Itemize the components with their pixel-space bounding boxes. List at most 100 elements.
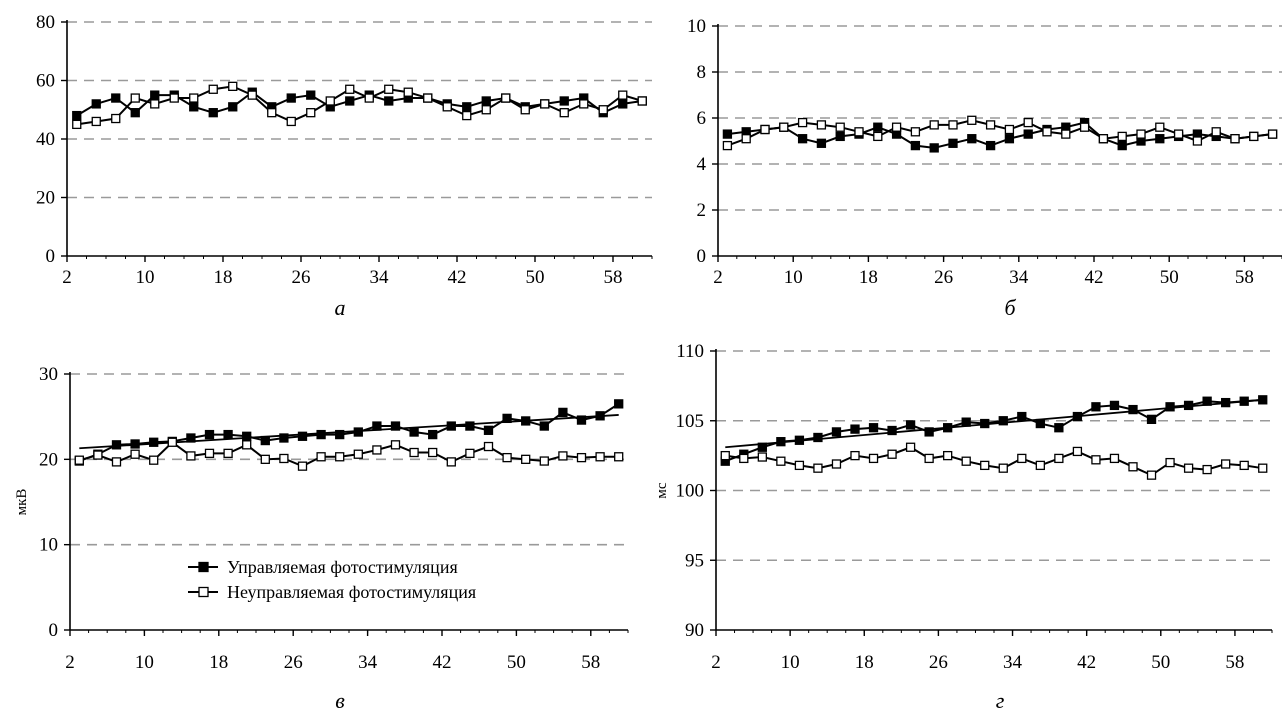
- data-point-open: [1249, 131, 1259, 142]
- data-point-filled: [372, 421, 382, 431]
- data-point-open: [614, 452, 624, 462]
- y-tick-label: 0: [46, 246, 56, 267]
- panel-label: в: [335, 688, 345, 713]
- data-point-filled: [985, 140, 996, 151]
- x-tick-label: 2: [713, 267, 723, 288]
- data-point-filled: [618, 99, 628, 109]
- data-point-open: [1109, 453, 1120, 464]
- data-point-open: [353, 449, 363, 459]
- x-tick-label: 50: [507, 652, 526, 673]
- x-tick-label: 42: [1085, 267, 1104, 288]
- data-point-open: [149, 455, 159, 465]
- y-tick-label: 80: [36, 12, 55, 33]
- y-tick-label: 110: [676, 341, 704, 362]
- data-point-filled: [757, 442, 767, 452]
- x-tick-label: 26: [284, 652, 303, 673]
- data-point-open: [1173, 129, 1184, 139]
- data-point-filled: [111, 440, 122, 450]
- data-point-filled: [204, 429, 215, 440]
- y-tick-label: 2: [697, 200, 707, 221]
- y-tick-label: 105: [676, 411, 705, 432]
- data-point-open: [929, 120, 939, 130]
- data-point-filled: [539, 421, 549, 431]
- data-point-filled: [614, 399, 624, 409]
- data-point-open: [189, 93, 199, 103]
- data-point-open: [1221, 459, 1231, 469]
- data-point-filled: [813, 432, 823, 443]
- x-tick-label: 18: [209, 652, 228, 673]
- data-point-filled: [1239, 396, 1249, 406]
- data-point-filled: [149, 437, 159, 447]
- data-point-filled: [150, 90, 160, 100]
- data-point-filled: [462, 102, 472, 112]
- data-point-open: [1183, 463, 1194, 473]
- data-point-filled: [1165, 402, 1175, 412]
- data-point-open: [520, 105, 530, 115]
- data-point-open: [279, 453, 289, 464]
- data-point-filled: [186, 433, 196, 443]
- data-point-open: [943, 450, 953, 461]
- data-point-open: [1155, 122, 1165, 132]
- data-point-filled: [72, 110, 82, 121]
- data-point-filled: [297, 431, 308, 441]
- data-point-open: [167, 437, 177, 447]
- y-tick-label: 95: [685, 550, 704, 571]
- series-line-open: [79, 440, 619, 468]
- y-tick-label: 20: [39, 449, 58, 470]
- data-point-open: [316, 452, 326, 462]
- data-point-open: [998, 463, 1008, 473]
- data-point-filled: [223, 429, 233, 440]
- data-point-filled: [130, 439, 140, 449]
- data-point-open: [1192, 136, 1203, 146]
- data-point-open: [345, 84, 355, 94]
- data-point-open: [242, 440, 252, 450]
- data-point-filled: [558, 407, 568, 418]
- data-point-filled: [483, 425, 494, 435]
- y-tick-label: 20: [36, 188, 55, 209]
- data-point-open: [598, 105, 608, 115]
- x-tick-label: 26: [929, 652, 948, 673]
- data-point-filled: [816, 138, 827, 148]
- data-point-filled: [130, 108, 140, 118]
- x-tick-label: 50: [1160, 267, 1179, 288]
- data-point-open: [924, 453, 934, 464]
- data-point-open: [891, 122, 902, 132]
- data-point-open: [1091, 455, 1101, 465]
- data-point-filled: [111, 93, 121, 103]
- x-tick-label: 26: [934, 267, 953, 288]
- data-point-filled: [345, 96, 355, 106]
- data-point-open: [462, 110, 472, 121]
- data-point-open: [1035, 460, 1045, 471]
- data-point-open: [760, 124, 770, 135]
- data-point-open: [722, 140, 733, 151]
- x-tick-label: 50: [526, 267, 545, 288]
- x-tick-label: 34: [1003, 652, 1023, 673]
- y-tick-label: 0: [697, 246, 707, 267]
- data-point-filled: [1183, 400, 1194, 411]
- data-point-open: [720, 450, 730, 461]
- data-point-open: [757, 452, 767, 462]
- data-point-open: [873, 131, 883, 142]
- data-point-open: [465, 448, 475, 459]
- data-point-filled: [998, 416, 1008, 426]
- data-point-open: [286, 116, 296, 127]
- y-tick-label: 10: [39, 535, 58, 556]
- data-point-open: [384, 84, 394, 94]
- data-point-open: [887, 449, 897, 459]
- data-point-filled: [260, 435, 270, 446]
- data-point-open: [637, 96, 647, 106]
- data-point-filled: [353, 427, 363, 437]
- data-point-filled: [1091, 402, 1101, 412]
- data-point-open: [306, 108, 316, 118]
- data-point-open: [442, 102, 452, 112]
- data-point-open: [364, 93, 374, 103]
- data-point-open: [111, 457, 122, 467]
- data-point-open: [423, 93, 433, 103]
- data-point-open: [223, 448, 233, 459]
- data-point-open: [228, 81, 238, 91]
- data-point-open: [130, 449, 140, 459]
- data-point-open: [481, 105, 491, 115]
- data-point-open: [169, 93, 179, 103]
- data-point-filled: [873, 122, 883, 132]
- x-tick-label: 18: [859, 267, 878, 288]
